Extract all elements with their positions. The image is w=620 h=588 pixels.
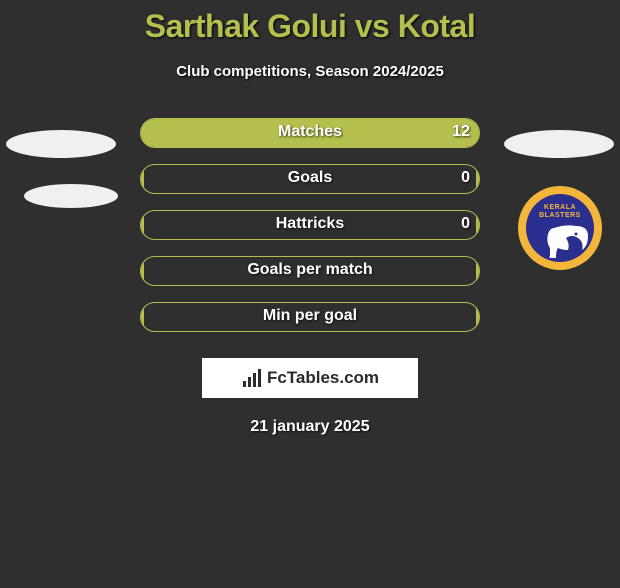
bar-value-right: 12	[452, 123, 470, 141]
bar-fill-right	[476, 211, 479, 239]
bar-fill-right	[476, 303, 479, 331]
bar-value-right: 0	[461, 169, 470, 187]
comparison-chart: Matches12Goals0Hattricks0Goals per match…	[0, 110, 620, 340]
footer-brand-box: FcTables.com	[202, 358, 418, 398]
footer-brand-text: FcTables.com	[267, 368, 379, 388]
footer-date: 21 january 2025	[0, 418, 620, 436]
chart-row: Goals per match	[0, 248, 620, 294]
chart-row: Hattricks0	[0, 202, 620, 248]
bar-track	[140, 302, 480, 332]
chart-row: Min per goal	[0, 294, 620, 340]
chart-row: Goals0	[0, 156, 620, 202]
bar-fill-left	[141, 165, 144, 193]
chart-bars-icon	[241, 367, 263, 389]
bar-fill-right	[476, 165, 479, 193]
bar-fill-left	[141, 257, 144, 285]
bar-track	[140, 118, 480, 148]
bar-value-right: 0	[461, 215, 470, 233]
bar-fill-left	[141, 211, 144, 239]
bar-fill-right	[476, 257, 479, 285]
chart-row: Matches12	[0, 110, 620, 156]
bar-track	[140, 256, 480, 286]
bar-track	[140, 210, 480, 240]
page-title: Sarthak Golui vs Kotal	[0, 8, 620, 45]
bar-track	[140, 164, 480, 194]
subtitle: Club competitions, Season 2024/2025	[0, 63, 620, 80]
bar-fill-left	[141, 303, 144, 331]
bar-fill-right	[140, 119, 479, 147]
